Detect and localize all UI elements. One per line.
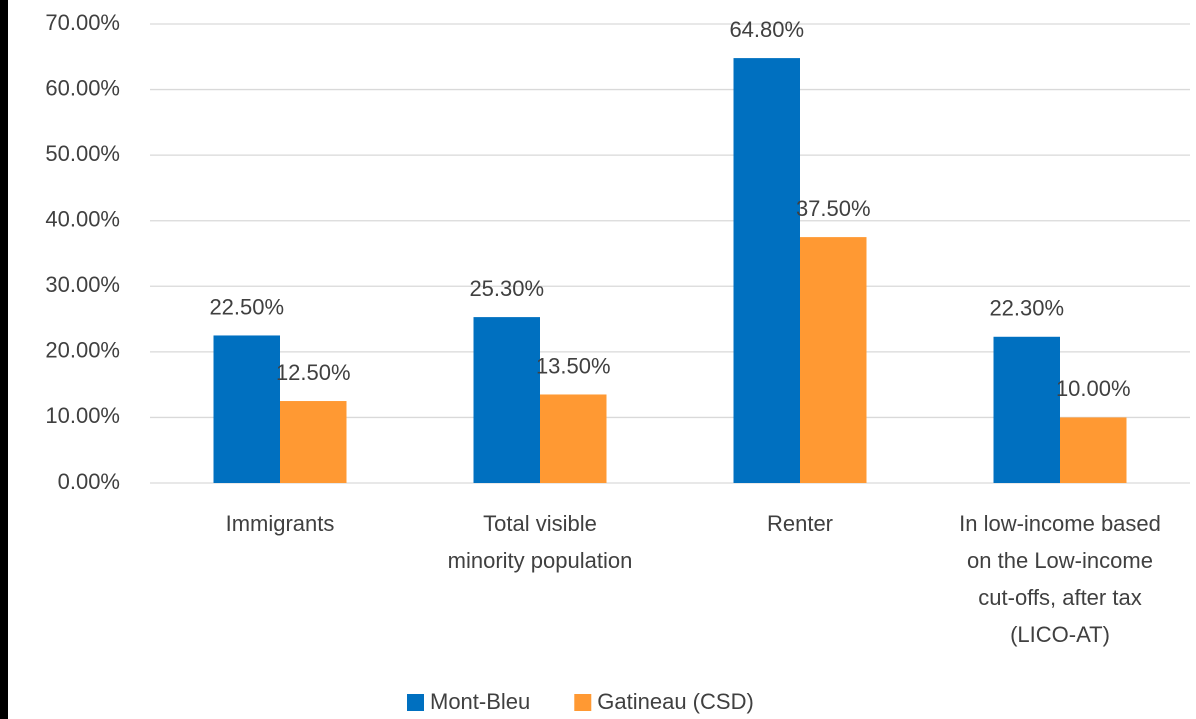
x-tick-label-line: (LICO-AT) [1010, 622, 1110, 647]
data-label: 10.00% [1056, 376, 1131, 401]
bar [540, 394, 607, 483]
bar [473, 317, 540, 483]
data-label: 37.50% [796, 196, 871, 221]
x-tick-label-line: Immigrants [226, 511, 335, 536]
data-label: 12.50% [276, 360, 351, 385]
y-tick-label: 70.00% [45, 10, 120, 35]
legend-swatch [574, 694, 592, 711]
bar [280, 401, 347, 483]
y-tick-label: 0.00% [58, 469, 120, 494]
y-tick-label: 50.00% [45, 141, 120, 166]
x-tick-label-line: Renter [767, 511, 833, 536]
x-tick-label-line: In low-income based [959, 511, 1161, 536]
legend-label: Gatineau (CSD) [597, 689, 754, 714]
y-tick-label: 60.00% [45, 75, 120, 100]
bar [1060, 417, 1127, 483]
y-tick-label: 20.00% [45, 338, 120, 363]
y-tick-label: 30.00% [45, 272, 120, 297]
bar [733, 58, 800, 484]
x-tick-label: Total visible minority population [448, 511, 633, 573]
data-label: 64.80% [729, 17, 804, 42]
legend-label: Mont-Bleu [430, 689, 530, 714]
legend-swatch [407, 694, 424, 711]
data-label: 22.30% [989, 296, 1064, 321]
bar [800, 237, 867, 483]
data-label: 25.30% [469, 276, 544, 301]
x-tick-label-line: on the Low-income [967, 548, 1153, 573]
x-tick-label-line: cut-offs, after tax [978, 585, 1141, 610]
data-label: 13.50% [536, 353, 611, 378]
x-tick-label: In low-income based on the Low-income cut-… [959, 511, 1161, 647]
left-border [0, 0, 8, 719]
y-tick-label: 10.00% [45, 403, 120, 428]
x-tick-label-line: Total visible [483, 511, 597, 536]
x-tick-label-line: minority population [448, 548, 633, 573]
bar [213, 335, 280, 483]
bar [993, 336, 1060, 483]
y-tick-label: 40.00% [45, 207, 120, 232]
data-label: 22.50% [209, 294, 284, 319]
x-tick-label: Renter [767, 511, 833, 536]
x-tick-label: Immigrants [226, 511, 335, 536]
